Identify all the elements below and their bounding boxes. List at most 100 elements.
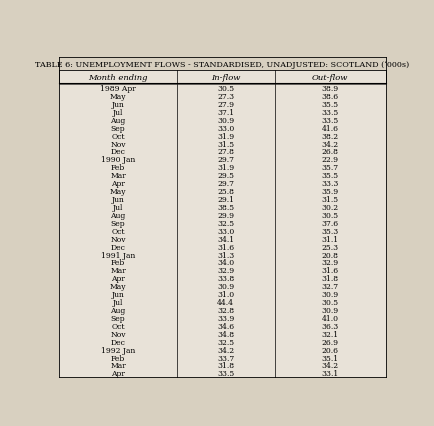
Text: 34.6: 34.6 xyxy=(217,322,234,330)
Text: 35.1: 35.1 xyxy=(322,354,339,362)
Text: 25.8: 25.8 xyxy=(217,188,234,196)
Text: Jun: Jun xyxy=(112,101,125,109)
Text: 32.1: 32.1 xyxy=(322,330,339,338)
Text: Out-flow: Out-flow xyxy=(312,73,348,81)
Text: 38.6: 38.6 xyxy=(322,93,339,101)
Text: 32.5: 32.5 xyxy=(217,219,234,227)
Text: Oct: Oct xyxy=(111,322,125,330)
Text: 26.8: 26.8 xyxy=(322,148,339,156)
Bar xyxy=(59,58,385,71)
Text: 33.7: 33.7 xyxy=(217,354,234,362)
Text: 35.3: 35.3 xyxy=(322,227,339,235)
Text: 22.9: 22.9 xyxy=(322,156,339,164)
Text: 31.9: 31.9 xyxy=(217,132,234,140)
Text: 34.2: 34.2 xyxy=(322,362,339,370)
Text: 31.8: 31.8 xyxy=(217,362,234,370)
Text: 31.6: 31.6 xyxy=(322,267,339,275)
Text: Apr: Apr xyxy=(111,370,125,377)
Text: Jul: Jul xyxy=(113,298,123,306)
Text: 33.5: 33.5 xyxy=(322,109,339,117)
Text: 31.5: 31.5 xyxy=(322,196,339,204)
Text: Mar: Mar xyxy=(110,362,126,370)
Text: 32.7: 32.7 xyxy=(322,282,339,291)
Text: Aug: Aug xyxy=(110,306,126,314)
Text: 29.9: 29.9 xyxy=(217,211,234,219)
Text: Sep: Sep xyxy=(111,124,125,132)
Text: 27.9: 27.9 xyxy=(217,101,234,109)
Text: 32.8: 32.8 xyxy=(217,306,234,314)
Text: 35.5: 35.5 xyxy=(322,172,339,180)
Text: May: May xyxy=(110,188,126,196)
Text: 25.3: 25.3 xyxy=(322,243,339,251)
Text: 37.6: 37.6 xyxy=(322,219,339,227)
Text: Apr: Apr xyxy=(111,180,125,188)
Text: 34.2: 34.2 xyxy=(217,346,234,354)
Text: 34.0: 34.0 xyxy=(217,259,234,267)
Text: Dec: Dec xyxy=(111,338,125,346)
Text: Dec: Dec xyxy=(111,243,125,251)
Text: 30.9: 30.9 xyxy=(322,291,339,299)
Text: 31.3: 31.3 xyxy=(217,251,234,259)
Text: 38.5: 38.5 xyxy=(217,204,234,211)
Text: 33.1: 33.1 xyxy=(322,370,339,377)
Text: 30.5: 30.5 xyxy=(322,298,339,306)
Text: 33.9: 33.9 xyxy=(217,314,234,322)
Text: 29.1: 29.1 xyxy=(217,196,234,204)
Text: 35.5: 35.5 xyxy=(322,101,339,109)
Text: 31.9: 31.9 xyxy=(217,164,234,172)
Text: 29.7: 29.7 xyxy=(217,156,234,164)
Text: Nov: Nov xyxy=(110,330,126,338)
Text: 34.8: 34.8 xyxy=(217,330,234,338)
Text: 30.9: 30.9 xyxy=(322,306,339,314)
Text: Jul: Jul xyxy=(113,204,123,211)
Text: Mar: Mar xyxy=(110,172,126,180)
Text: Jul: Jul xyxy=(113,109,123,117)
Text: 31.5: 31.5 xyxy=(217,140,234,148)
Text: Apr: Apr xyxy=(111,275,125,282)
Text: Jun: Jun xyxy=(112,291,125,299)
Text: TABLE 6: UNEMPLOYMENT FLOWS - STANDARDISED, UNADJUSTED: SCOTLAND (‘000s): TABLE 6: UNEMPLOYMENT FLOWS - STANDARDIS… xyxy=(35,60,410,69)
Text: Aug: Aug xyxy=(110,211,126,219)
Text: In-flow: In-flow xyxy=(211,73,240,81)
Text: 31.1: 31.1 xyxy=(322,235,339,243)
Text: Sep: Sep xyxy=(111,219,125,227)
Text: 33.0: 33.0 xyxy=(217,227,234,235)
Text: 32.9: 32.9 xyxy=(322,259,339,267)
Text: May: May xyxy=(110,282,126,291)
Text: 20.8: 20.8 xyxy=(322,251,339,259)
Text: 35.9: 35.9 xyxy=(322,188,339,196)
Text: 29.7: 29.7 xyxy=(217,180,234,188)
Text: 36.3: 36.3 xyxy=(322,322,339,330)
Text: Nov: Nov xyxy=(110,235,126,243)
Text: 33.0: 33.0 xyxy=(217,124,234,132)
Text: 31.0: 31.0 xyxy=(217,291,234,299)
Text: 32.5: 32.5 xyxy=(217,338,234,346)
Text: Aug: Aug xyxy=(110,116,126,124)
Text: 29.5: 29.5 xyxy=(217,172,234,180)
Text: Feb: Feb xyxy=(111,164,125,172)
Text: 32.9: 32.9 xyxy=(217,267,234,275)
Text: 33.5: 33.5 xyxy=(322,116,339,124)
Text: 44.4: 44.4 xyxy=(217,298,234,306)
Text: Dec: Dec xyxy=(111,148,125,156)
Text: 34.1: 34.1 xyxy=(217,235,234,243)
Text: Month ending: Month ending xyxy=(88,73,148,81)
Text: Oct: Oct xyxy=(111,132,125,140)
Text: 31.8: 31.8 xyxy=(322,275,339,282)
Text: 33.5: 33.5 xyxy=(217,370,234,377)
Text: 38.2: 38.2 xyxy=(322,132,339,140)
Text: 30.5: 30.5 xyxy=(322,211,339,219)
Text: Nov: Nov xyxy=(110,140,126,148)
Text: 33.8: 33.8 xyxy=(217,275,234,282)
Bar xyxy=(59,71,385,84)
Text: 1990 Jan: 1990 Jan xyxy=(101,156,135,164)
Text: 30.2: 30.2 xyxy=(322,204,339,211)
Text: 30.9: 30.9 xyxy=(217,282,234,291)
Text: 26.9: 26.9 xyxy=(322,338,339,346)
Text: 31.6: 31.6 xyxy=(217,243,234,251)
Text: Jun: Jun xyxy=(112,196,125,204)
Text: Feb: Feb xyxy=(111,259,125,267)
Text: 38.9: 38.9 xyxy=(322,85,339,93)
Text: 37.1: 37.1 xyxy=(217,109,234,117)
Text: 41.6: 41.6 xyxy=(322,124,339,132)
